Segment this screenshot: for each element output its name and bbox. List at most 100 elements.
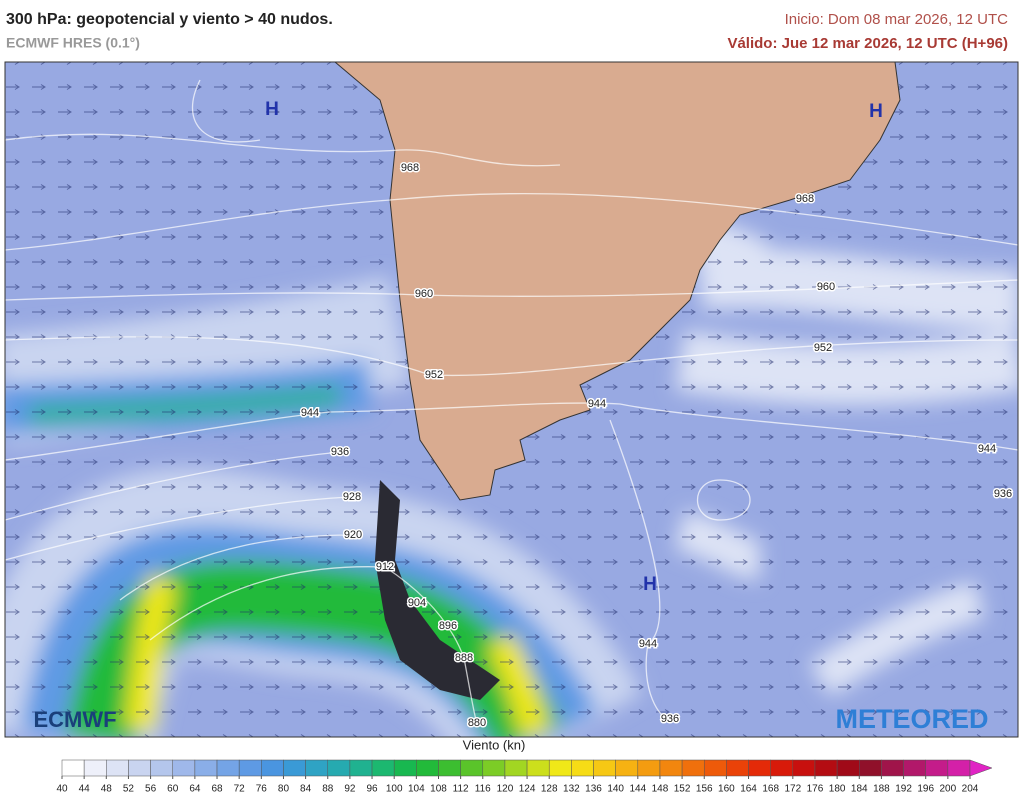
legend-tick-label: 152 [674,784,691,795]
legend-swatch [349,759,373,777]
legend-tick-label: 168 [762,784,779,795]
legend-swatch [659,759,683,777]
legend-swatch [881,759,904,777]
legend-swatch [106,759,129,777]
meteored-logo: METEORED [835,704,988,734]
legend-tick-label: 176 [807,784,824,795]
legend-tick-label: 104 [408,784,425,795]
contour-label: 936 [331,446,349,458]
legend-tick-label: 136 [585,784,602,795]
legend-tick-label: 76 [256,784,268,795]
legend-swatch [128,759,151,777]
legend-tick-label: 48 [101,784,113,795]
legend-swatch [792,759,816,777]
contour-label: 960 [415,288,433,300]
ecmwf-logo: ECMWF [33,707,116,732]
legend-swatch [194,759,218,777]
legend-tick-label: 92 [344,784,356,795]
legend-swatch [703,759,727,777]
legend-swatch [770,759,794,777]
legend-tick-label: 148 [652,784,669,795]
legend-tick-label: 156 [696,784,713,795]
legend-tick-label: 200 [940,784,957,795]
legend-tick-label: 192 [895,784,912,795]
legend-tick-label: 64 [189,784,201,795]
legend-swatch [681,759,705,777]
legend-swatch [593,759,616,777]
legend-tick-label: 40 [56,784,68,795]
legend-swatch [283,759,306,777]
legend-tick-label: 164 [740,784,757,795]
legend-swatch [947,759,971,777]
legend-swatch [548,759,572,777]
contour-label: 944 [978,443,996,455]
legend-swatch [482,759,506,777]
legend-swatch [327,759,351,777]
legend-swatch [61,759,85,777]
legend-swatch [438,759,461,777]
contour-label: 936 [661,713,679,725]
contour-label: 928 [343,491,361,503]
legend-tick-label: 80 [278,784,290,795]
legend-swatch [238,759,262,777]
legend-title: Viento (kn) [463,737,526,752]
legend-swatch [83,759,107,777]
title: 300 hPa: geopotencial y viento > 40 nudo… [6,11,333,28]
legend-swatch [571,759,594,777]
contour-label: 944 [588,398,606,410]
legend-tick-label: 120 [497,784,514,795]
legend-tick-label: 116 [475,784,491,795]
contour-label: 944 [639,638,657,650]
legend-tick-label: 144 [629,784,646,795]
legend-tick-label: 196 [917,784,934,795]
south-america [334,62,901,501]
southern-chile [375,480,500,700]
legend-arrow [969,759,993,777]
legend-tick-label: 180 [829,784,846,795]
legend-swatch [261,759,284,777]
map [5,62,1018,737]
legend-tick-label: 204 [962,784,979,795]
contour-label: 952 [425,369,443,381]
legend-tick-label: 100 [386,784,403,795]
legend-swatch [172,759,196,777]
legend-tick-label: 52 [123,784,135,795]
legend-swatch [416,759,439,777]
legend-swatch [903,759,926,777]
legend-tick-label: 140 [607,784,624,795]
legend-tick-label: 128 [541,784,558,795]
contour-label: 912 [376,561,394,573]
subtitle: ECMWF HRES (0.1°) [6,35,140,51]
legend-tick-label: 172 [784,784,801,795]
high-pressure: H [265,99,279,120]
init-time: Inicio: Dom 08 mar 2026, 12 UTC [785,11,1009,28]
legend-swatch [526,759,550,777]
legend-swatch [859,759,882,777]
contour-label: 944 [301,407,319,419]
legend-swatch [504,759,528,777]
legend-tick-label: 68 [211,784,223,795]
contour-label: 952 [814,342,832,354]
legend-tick-label: 56 [145,784,157,795]
legend-swatch [836,759,860,777]
legend-swatch [615,759,639,777]
contour-label: 920 [344,529,362,541]
legend-swatch [748,759,771,777]
legend-tick-label: 160 [718,784,735,795]
legend-tick-label: 88 [322,784,334,795]
legend-swatch [814,759,838,777]
legend-swatch [305,759,329,777]
contour-label: 880 [468,717,486,729]
legend-swatch [150,759,173,777]
contour-label: 896 [439,620,457,632]
legend-swatch [925,759,949,777]
legend-tick-label: 84 [300,784,312,795]
legend-swatch [460,759,484,777]
legend-swatch [726,759,749,777]
legend-tick-label: 72 [234,784,246,795]
high-pressure: H [869,101,883,122]
contour-label: 968 [796,193,814,205]
legend-tick-label: 108 [430,784,447,795]
map-frame [4,61,1019,738]
